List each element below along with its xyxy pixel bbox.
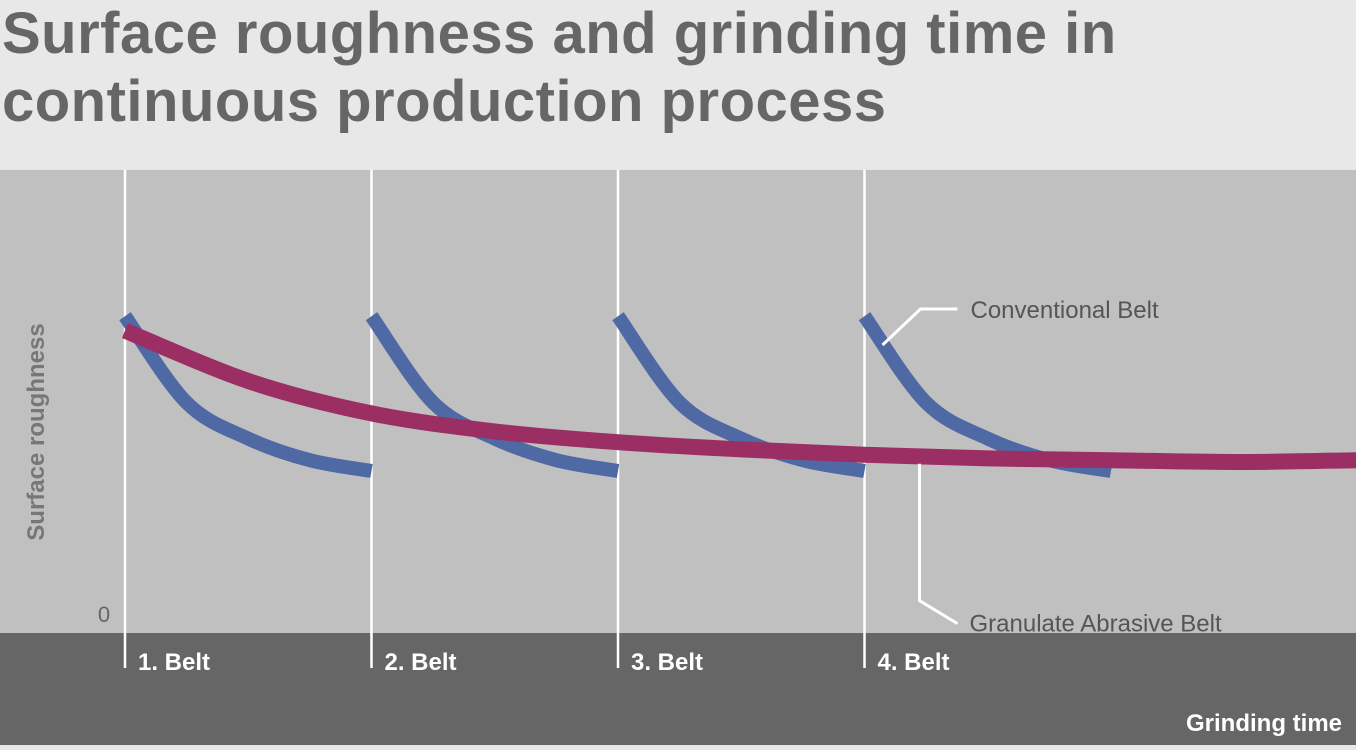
y-origin-label: 0 <box>98 602 110 627</box>
chart-labels: 1. Belt 2. Belt 3. Belt 4. Belt Conventional… <box>138 297 1222 676</box>
conventional-belt-leader <box>881 307 958 347</box>
y-axis-label: Surface roughness <box>23 323 50 540</box>
granulate-belt-annotation: Granulate Abrasive Belt <box>970 611 1222 638</box>
x-tick-label: 3. Belt <box>631 649 703 676</box>
chart: 1. Belt 2. Belt 3. Belt 4. Belt Conventional… <box>0 170 1356 745</box>
conventional-belt-segment <box>612 312 866 478</box>
conventional-belt-segment <box>119 312 373 478</box>
conventional-belt-annotation: Conventional Belt <box>971 297 1159 324</box>
chart-marks <box>119 312 1356 478</box>
chart-svg: 1. Belt 2. Belt 3. Belt 4. Belt Conventional… <box>0 170 1356 745</box>
granulate-belt-leader <box>918 463 959 625</box>
granulate-belt-line <box>121 323 1356 471</box>
x-tick-label: 4. Belt <box>878 649 950 676</box>
x-axis-label: Grinding time <box>1186 710 1342 737</box>
page-title: Surface roughness and grinding time in c… <box>2 1 1117 134</box>
x-axis-band <box>0 633 1356 745</box>
belt-separators <box>123 170 866 668</box>
x-tick-label: 1. Belt <box>138 649 210 676</box>
x-tick-label: 2. Belt <box>385 649 457 676</box>
